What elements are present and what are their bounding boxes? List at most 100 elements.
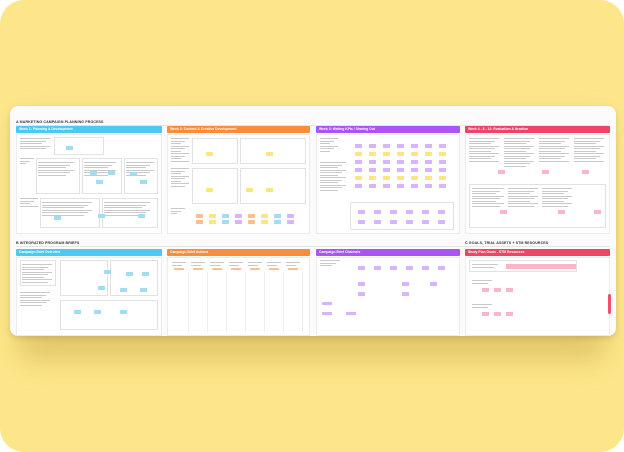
text-line bbox=[504, 160, 534, 162]
column-header-brief-overview[interactable]: Campaign Brief Overview bbox=[16, 249, 162, 256]
sticky-note bbox=[369, 184, 376, 188]
sticky-note bbox=[406, 210, 413, 214]
text-line bbox=[320, 260, 340, 261]
text-line bbox=[469, 150, 491, 152]
column-header-brief-actions[interactable]: Campaign Brief Actions bbox=[167, 249, 310, 256]
sticky-note bbox=[138, 214, 145, 218]
text-line bbox=[542, 205, 568, 207]
sticky-note bbox=[66, 146, 73, 150]
sticky-note bbox=[402, 292, 409, 296]
sticky-note bbox=[358, 220, 365, 224]
sticky-note bbox=[425, 160, 432, 164]
text-line bbox=[171, 140, 185, 142]
sticky-note bbox=[235, 214, 242, 218]
text-line bbox=[472, 264, 498, 265]
text-line bbox=[320, 177, 346, 178]
sticky-note bbox=[142, 272, 149, 276]
text-line bbox=[171, 208, 185, 209]
text-line bbox=[574, 148, 600, 149]
sticky-note bbox=[397, 176, 404, 180]
text-line bbox=[539, 143, 561, 144]
text-line bbox=[320, 138, 338, 139]
text-line bbox=[171, 170, 185, 172]
sticky-note bbox=[390, 210, 397, 214]
sticky-note bbox=[430, 282, 437, 286]
content-frame bbox=[82, 158, 122, 194]
sticky-note bbox=[506, 288, 513, 292]
content-frame bbox=[60, 260, 108, 296]
sticky-note bbox=[288, 268, 298, 270]
sticky-note bbox=[209, 220, 216, 224]
text-line bbox=[469, 143, 491, 144]
text-line bbox=[22, 276, 44, 278]
text-line bbox=[539, 138, 569, 139]
text-line bbox=[229, 265, 239, 266]
text-line bbox=[504, 150, 526, 152]
text-line bbox=[542, 200, 564, 202]
text-line bbox=[504, 153, 534, 154]
sticky-note bbox=[582, 170, 589, 174]
sticky-note bbox=[269, 268, 279, 270]
text-line bbox=[504, 155, 530, 157]
text-line bbox=[504, 158, 526, 159]
sticky-note bbox=[482, 288, 489, 292]
text-line bbox=[504, 165, 526, 167]
text-line bbox=[539, 140, 565, 142]
sticky-note bbox=[422, 210, 429, 214]
sticky-note bbox=[425, 176, 432, 180]
content-frame bbox=[36, 158, 80, 194]
text-line bbox=[42, 202, 92, 203]
text-line bbox=[267, 262, 281, 263]
sticky-note bbox=[98, 214, 105, 218]
text-line bbox=[574, 143, 596, 144]
sticky-note bbox=[482, 312, 489, 316]
text-line bbox=[320, 182, 338, 183]
content-frame bbox=[192, 168, 238, 204]
text-line bbox=[20, 160, 30, 162]
text-line bbox=[574, 155, 600, 157]
text-line bbox=[508, 193, 530, 194]
column-header-week-3[interactable]: Week 3: Writing KPIs / Sharing Out bbox=[316, 126, 460, 133]
text-line bbox=[20, 138, 50, 139]
column-header-study-plan-goals[interactable]: Study Plan Goals - STM Resources bbox=[465, 249, 610, 256]
text-line bbox=[171, 173, 181, 174]
column-header-brief-channels[interactable]: Campaign Brief Channels bbox=[316, 249, 460, 256]
sticky-note bbox=[411, 176, 418, 180]
sticky-note bbox=[261, 220, 268, 224]
sticky-note bbox=[355, 144, 362, 148]
whiteboard-canvas[interactable]: A MARKETING CAMPAIGN PLANNING PROCESS We… bbox=[10, 106, 616, 336]
text-line bbox=[171, 168, 189, 169]
sticky-note bbox=[193, 268, 203, 270]
sticky-note bbox=[411, 144, 418, 148]
text-line bbox=[84, 167, 108, 168]
text-line bbox=[469, 160, 499, 162]
text-line bbox=[171, 180, 181, 182]
text-line bbox=[171, 158, 181, 159]
sticky-note bbox=[140, 180, 147, 184]
sticky-note bbox=[248, 220, 255, 224]
text-line bbox=[104, 207, 142, 208]
column-header-week-4-8-12[interactable]: Week 4 - 8 - 12: Evaluation & Iteration bbox=[465, 126, 610, 133]
sticky-note bbox=[411, 168, 418, 172]
sticky-note bbox=[74, 310, 81, 314]
text-line bbox=[84, 172, 112, 173]
column-rule bbox=[264, 272, 265, 332]
text-line bbox=[472, 198, 500, 199]
text-line bbox=[42, 209, 92, 211]
text-line bbox=[508, 188, 538, 189]
text-line bbox=[171, 138, 189, 139]
text-line bbox=[574, 145, 604, 147]
text-line bbox=[42, 212, 88, 213]
scroll-indicator[interactable] bbox=[608, 294, 611, 314]
sticky-note bbox=[374, 210, 381, 214]
column-header-week-2[interactable]: Week 2: Content & Creative Development bbox=[167, 126, 310, 133]
text-line bbox=[539, 148, 565, 149]
content-frame bbox=[54, 137, 104, 155]
text-line bbox=[126, 172, 150, 173]
column-header-week-1[interactable]: Week 1: Planning & Development bbox=[16, 126, 162, 133]
sticky-note bbox=[322, 302, 332, 305]
text-line bbox=[171, 210, 181, 212]
text-line bbox=[84, 164, 112, 166]
text-line bbox=[42, 207, 84, 208]
text-line bbox=[171, 160, 189, 162]
